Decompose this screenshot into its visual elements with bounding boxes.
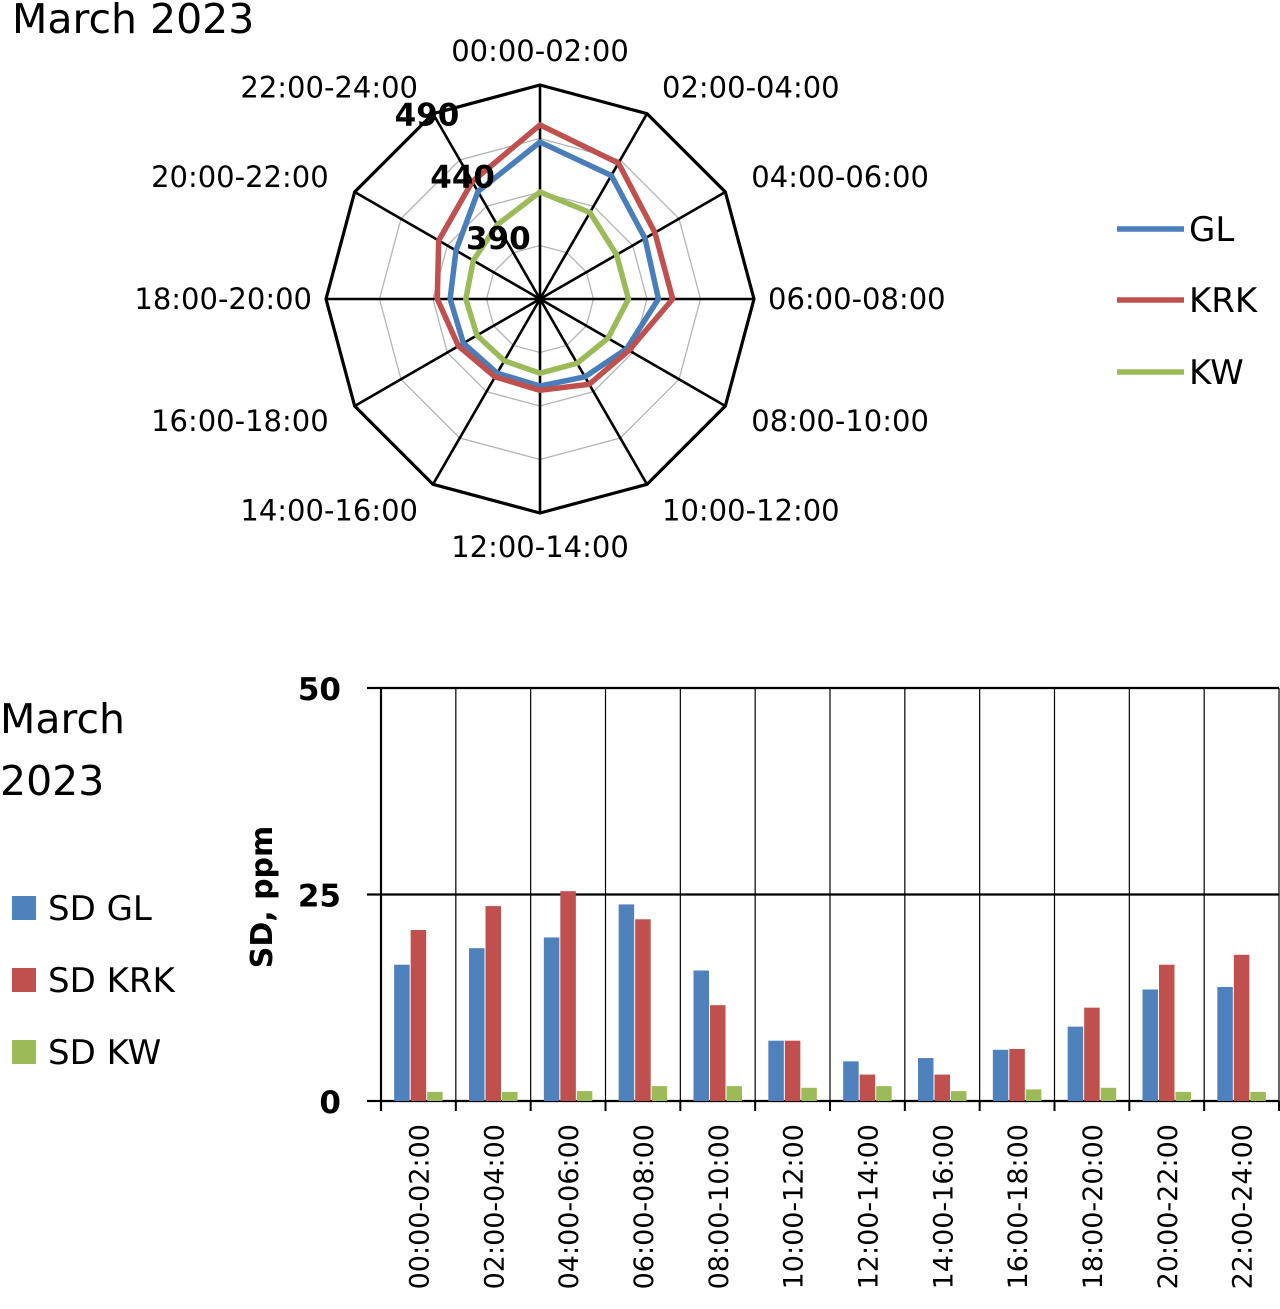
radar-legend-label-gl: GL xyxy=(1189,210,1234,250)
bar-sd-krk-06-00-08-00 xyxy=(635,919,651,1101)
bar-sd-gl-18-00-20-00 xyxy=(1067,1026,1084,1101)
bar-sd-gl-00-00-02-00 xyxy=(394,964,410,1101)
bar-title: March 2023 xyxy=(0,695,125,805)
radar-category-label-06-00-08-00: 06:00-08:00 xyxy=(768,282,946,316)
radar-spoke-16-00-18-00 xyxy=(354,297,541,408)
bar-sd-krk-00-00-02-00 xyxy=(410,930,427,1101)
bar-category-label-18-00-20-00: 18:00-20:00 xyxy=(1078,1124,1109,1289)
radar-spoke-14-00-16-00 xyxy=(431,298,542,485)
bar-legend-label-sd-gl: SD GL xyxy=(48,889,152,929)
bar-sd-gl-22-00-24-00 xyxy=(1217,987,1233,1101)
radar-category-label-10-00-12-00: 10:00-12:00 xyxy=(662,493,840,527)
radar-spoke-20-00-22-00 xyxy=(354,190,541,301)
radar-spoke-22-00-24-00 xyxy=(431,113,542,300)
bar-sd-krk-08-00-10-00 xyxy=(710,1005,726,1101)
bar-legend-swatch-sd-kw xyxy=(12,1040,36,1064)
bar-sd-krk-12-00-14-00 xyxy=(859,1074,876,1101)
radar-category-label-02-00-04-00: 02:00-04:00 xyxy=(662,71,840,105)
bar-sd-gl-02-00-04-00 xyxy=(469,948,485,1101)
bar-sd-gl-06-00-08-00 xyxy=(618,904,635,1101)
radar-spoke-10-00-12-00 xyxy=(538,298,649,485)
bar-sd-krk-16-00-18-00 xyxy=(1009,1048,1025,1101)
bar-category-label-04-00-06-00: 04:00-06:00 xyxy=(554,1124,585,1289)
radar-legend-label-krk: KRK xyxy=(1189,281,1259,321)
bar-sd-krk-22-00-24-00 xyxy=(1233,954,1250,1101)
bar-category-label-22-00-24-00: 22:00-24:00 xyxy=(1228,1124,1259,1289)
bar-sd-gl-16-00-18-00 xyxy=(992,1049,1009,1101)
radar-series-kw xyxy=(463,189,632,376)
bar-ytick-label-25: 25 xyxy=(298,879,341,915)
bar-sd-gl-14-00-16-00 xyxy=(918,1058,934,1101)
radar-chart: March 2023 00:00-02:00 02:00-04:00 04:00-06… xyxy=(12,0,1259,564)
bar-legend-swatch-sd-krk xyxy=(12,968,36,992)
bar-sd-kw-20-00-22-00 xyxy=(1175,1091,1191,1101)
bar-ytick-label-0: 0 xyxy=(319,1085,341,1121)
bar-sd-kw-22-00-24-00 xyxy=(1250,1091,1266,1101)
bar-chart: March 2023 0 25 50 SD, ppm 00:00-02:00 02:00-04… xyxy=(0,672,1280,1289)
bar-category-label-16-00-18-00: 16:00-18:00 xyxy=(1003,1124,1034,1289)
radar-category-label-14-00-16-00: 14:00-16:00 xyxy=(240,493,418,527)
radar-category-label-08-00-10-00: 08:00-10:00 xyxy=(751,404,929,438)
bar-sd-kw-10-00-12-00 xyxy=(801,1087,817,1101)
bar-category-label-10-00-12-00: 10:00-12:00 xyxy=(779,1124,810,1289)
radar-category-label-18-00-20-00: 18:00-20:00 xyxy=(134,282,312,316)
radar-category-label-12-00-14-00: 12:00-14:00 xyxy=(451,530,629,564)
bar-title-line-1: March xyxy=(0,695,125,743)
bar-sd-kw-08-00-10-00 xyxy=(726,1086,742,1101)
radar-series-krk xyxy=(434,122,676,394)
bar-y-axis-label: SD, ppm xyxy=(245,826,280,969)
bar-category-label-06-00-08-00: 06:00-08:00 xyxy=(629,1124,660,1289)
bar-legend-label-sd-kw: SD KW xyxy=(48,1033,161,1073)
radar-category-label-16-00-18-00: 16:00-18:00 xyxy=(151,404,329,438)
radar-tick-label-440: 440 xyxy=(430,159,495,195)
bar-category-label-02-00-04-00: 02:00-04:00 xyxy=(479,1124,510,1289)
bar-sd-kw-14-00-16-00 xyxy=(951,1091,967,1101)
bar-legend-swatch-sd-gl xyxy=(12,896,36,920)
bar-sd-gl-10-00-12-00 xyxy=(768,1040,784,1101)
bar-legend-label-sd-krk: SD KRK xyxy=(48,961,176,1001)
bar-sd-kw-12-00-14-00 xyxy=(876,1086,892,1101)
radar-category-label-00-00-02-00: 00:00-02:00 xyxy=(451,34,629,68)
radar-series-gl xyxy=(447,139,662,389)
bar-sd-krk-20-00-22-00 xyxy=(1159,964,1175,1101)
bar-sd-krk-14-00-16-00 xyxy=(934,1074,950,1101)
bar-sd-kw-00-00-02-00 xyxy=(427,1091,443,1101)
radar-category-label-22-00-24-00: 22:00-24:00 xyxy=(240,71,418,105)
bar-sd-gl-04-00-06-00 xyxy=(543,937,560,1101)
bar-sd-krk-04-00-06-00 xyxy=(560,891,576,1101)
bar-sd-kw-16-00-18-00 xyxy=(1025,1089,1042,1101)
radar-title: March 2023 xyxy=(12,0,254,43)
bar-category-label-08-00-10-00: 08:00-10:00 xyxy=(704,1124,735,1289)
radar-category-label-20-00-22-00: 20:00-22:00 xyxy=(151,160,329,194)
bar-title-line-2: 2023 xyxy=(0,757,104,805)
bar-category-label-00-00-02-00: 00:00-02:00 xyxy=(404,1124,435,1289)
radar-category-label-04-00-06-00: 04:00-06:00 xyxy=(751,160,929,194)
bar-category-label-20-00-22-00: 20:00-22:00 xyxy=(1153,1124,1184,1289)
bar-sd-kw-04-00-06-00 xyxy=(576,1091,593,1101)
bar-sd-krk-18-00-20-00 xyxy=(1084,1007,1100,1101)
radar-tick-label-490: 490 xyxy=(395,98,460,134)
bar-ytick-label-50: 50 xyxy=(298,672,341,708)
bar-sd-krk-10-00-12-00 xyxy=(784,1040,801,1101)
radar-spoke-02-00-04-00 xyxy=(538,113,649,300)
bar-sd-kw-02-00-04-00 xyxy=(502,1091,518,1101)
radar-legend-label-kw: KW xyxy=(1189,353,1244,393)
radar-tick-label-390: 390 xyxy=(466,221,531,257)
bar-sd-gl-12-00-14-00 xyxy=(843,1061,859,1101)
bar-sd-kw-06-00-08-00 xyxy=(651,1086,668,1101)
radar-spoke-08-00-10-00 xyxy=(539,297,726,408)
bar-sd-krk-02-00-04-00 xyxy=(485,906,501,1101)
bar-sd-gl-08-00-10-00 xyxy=(693,970,709,1101)
bar-category-label-14-00-16-00: 14:00-16:00 xyxy=(928,1124,959,1289)
bar-sd-kw-18-00-20-00 xyxy=(1100,1087,1117,1101)
radar-spoke-04-00-06-00 xyxy=(539,190,726,301)
bar-sd-gl-20-00-22-00 xyxy=(1142,989,1158,1101)
bar-category-label-12-00-14-00: 12:00-14:00 xyxy=(853,1124,884,1289)
